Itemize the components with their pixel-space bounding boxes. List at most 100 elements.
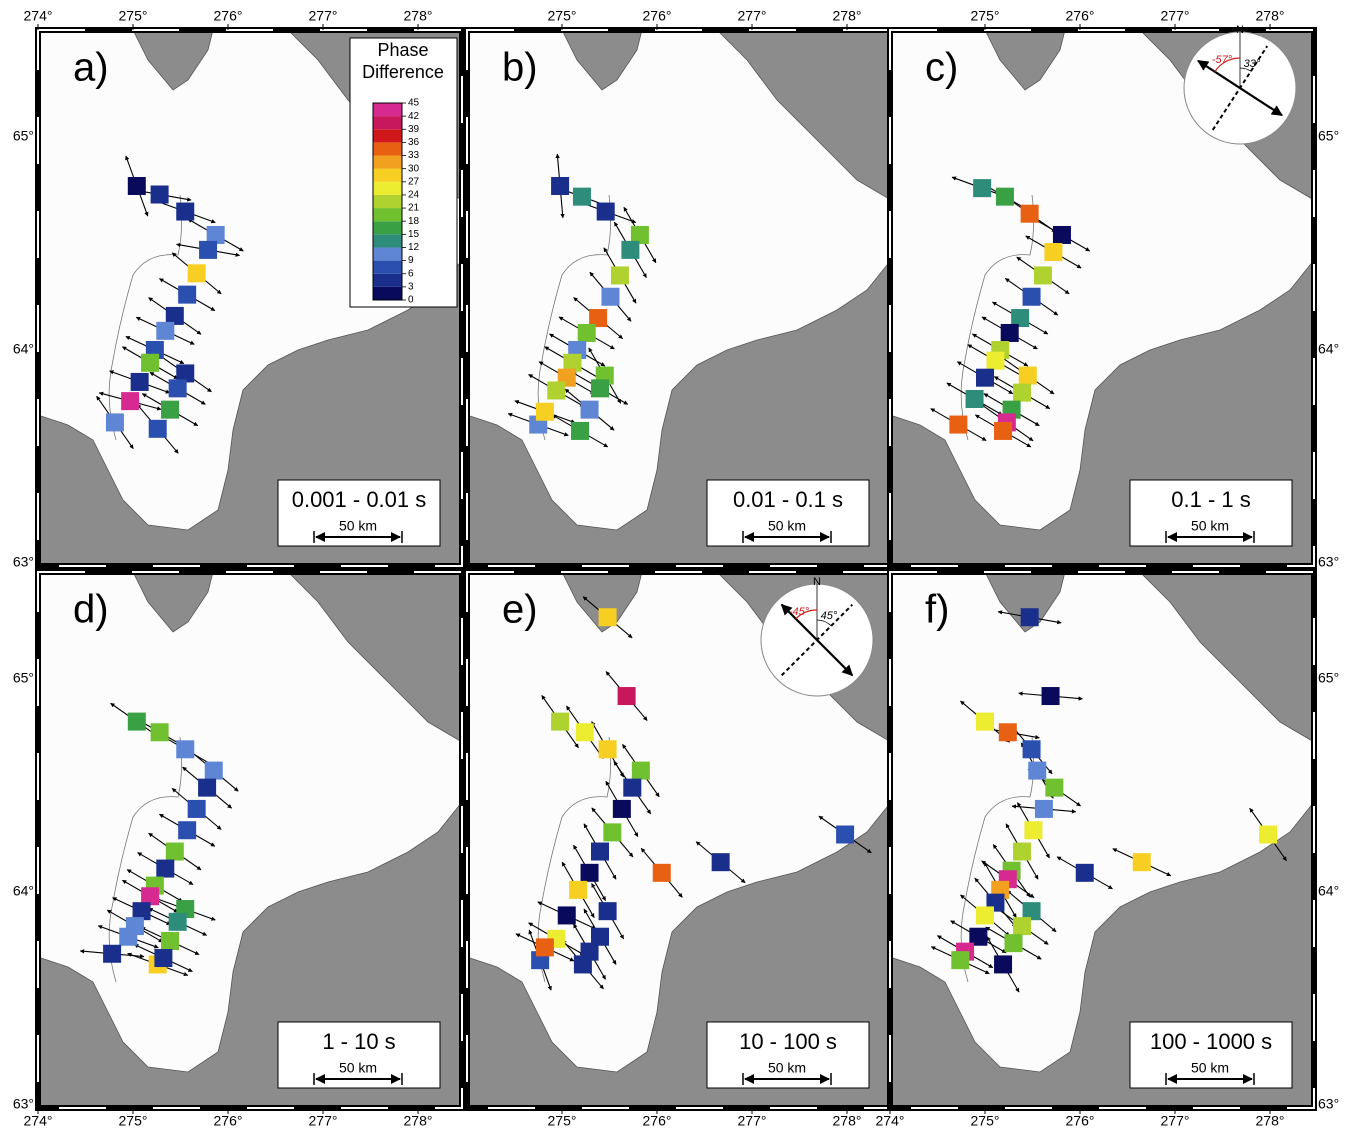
map-content [890, 30, 1314, 566]
station-square [206, 225, 225, 244]
lon-tick-label: 276° [1066, 8, 1095, 24]
colorbar-tick-label: 30 [408, 163, 420, 174]
station-square [949, 415, 968, 434]
lon-tick-label: 276° [643, 8, 672, 24]
station-square [563, 353, 582, 372]
station-square [630, 225, 649, 244]
compass-north-label: N [813, 576, 821, 588]
compass-angle-label: 45° [821, 610, 838, 622]
station-square [976, 906, 994, 925]
station-square [623, 778, 642, 797]
station-square [1022, 902, 1041, 921]
scale-label: 50 km [768, 1060, 806, 1076]
map-panel: 275° 276° 277° 278° e) 10 - 100 s 50 km N -45° 45… [464, 569, 894, 1129]
compass-angle-label: -57° [1212, 54, 1233, 66]
station-square [141, 887, 160, 906]
lon-tick-label: 275° [971, 8, 1000, 24]
station-square [603, 823, 622, 842]
colorbar-swatch [373, 260, 402, 274]
station-square [132, 902, 151, 921]
lon-tick-label: 275° [971, 1113, 1000, 1129]
station-square [1033, 266, 1052, 285]
station-square [127, 712, 146, 731]
period-label: 0.01 - 0.1 s [733, 487, 843, 512]
lat-tick-label: 64° [13, 341, 34, 357]
station-square [998, 723, 1017, 742]
station-square [617, 687, 636, 706]
colorbar-swatch [373, 208, 402, 222]
lat-tick-label: 65° [13, 670, 34, 686]
period-label: 0.1 - 1 s [1171, 487, 1250, 512]
station-square [1022, 287, 1041, 306]
station-square [1259, 825, 1278, 844]
station-square [1044, 243, 1063, 262]
station-square [995, 187, 1014, 206]
lat-tick-label: 63° [13, 1096, 34, 1112]
period-label: 10 - 100 s [739, 1029, 837, 1054]
station-square [551, 176, 570, 195]
station-square [141, 353, 160, 372]
map-content [467, 572, 891, 1108]
station-square [591, 927, 609, 946]
station-square [178, 285, 197, 304]
colorbar-tick-label: 42 [408, 111, 420, 122]
station-square [535, 938, 554, 957]
colorbar-swatch [373, 194, 402, 209]
lon-tick-label: 277° [309, 8, 338, 24]
station-square [573, 955, 592, 974]
station-square [1022, 740, 1041, 759]
lat-tick-label: 64° [13, 883, 34, 899]
lat-tick-label: 63° [13, 554, 34, 570]
map-panel: 275° 276° 277° 278° 63° 64° 65° c) 0.1 - 1 s 50 k… [887, 8, 1339, 570]
station-square [598, 608, 617, 627]
station-square [156, 321, 175, 340]
lat-tick-label: 65° [13, 128, 34, 144]
station-square [973, 179, 992, 198]
station-square [1034, 799, 1053, 818]
map-panel: 274° 275° 276° 277° 278° 63° 64° 65° a) 0.001 - 0… [13, 8, 465, 570]
map-content [467, 30, 891, 566]
station-square [580, 400, 599, 419]
station-square [547, 381, 566, 400]
station-square [1020, 204, 1039, 223]
lon-tick-label: 276° [214, 8, 243, 24]
station-square [168, 912, 187, 931]
scale-label: 50 km [1191, 518, 1229, 534]
station-square [951, 951, 970, 970]
station-square [150, 185, 169, 204]
compass-strike [1211, 45, 1269, 131]
map-panel: 274° 275° 276° 277° 278° 63° 64° 65° d) 1 - 10 s 5… [13, 569, 465, 1129]
lon-tick-label: 277° [738, 8, 767, 24]
colorbar-tick-label: 45 [408, 98, 420, 109]
scale-label: 50 km [1191, 1060, 1229, 1076]
lon-tick-label: 277° [1161, 8, 1190, 24]
lat-tick-label: 65° [1318, 670, 1339, 686]
compass-angle-label: -45° [789, 606, 810, 618]
colorbar-swatch [373, 221, 402, 235]
station-square [178, 821, 197, 840]
station-square [575, 723, 594, 742]
colorbar-tick-label: 36 [408, 137, 420, 148]
station-square [621, 240, 640, 259]
station-square [1018, 366, 1037, 385]
lon-tick-label: 274° [24, 8, 53, 24]
colorbar-swatch [373, 273, 402, 287]
compass-angle-arc [795, 609, 818, 620]
lon-tick-label: 278° [833, 1113, 862, 1129]
station-square [571, 421, 590, 440]
station-square [168, 379, 187, 398]
station-square [176, 202, 195, 221]
station-square [1020, 608, 1039, 627]
colorbar-tick-label: 6 [408, 268, 414, 279]
colorbar-tick-label: 3 [408, 282, 414, 293]
station-square [965, 389, 984, 408]
panel-label: f) [925, 588, 949, 632]
map-content [38, 572, 462, 1108]
station-square [994, 421, 1013, 440]
station-square [148, 419, 167, 438]
station-square [154, 949, 173, 968]
legend-title: Difference [362, 62, 444, 82]
station-square [161, 931, 180, 950]
station-square [652, 863, 671, 882]
